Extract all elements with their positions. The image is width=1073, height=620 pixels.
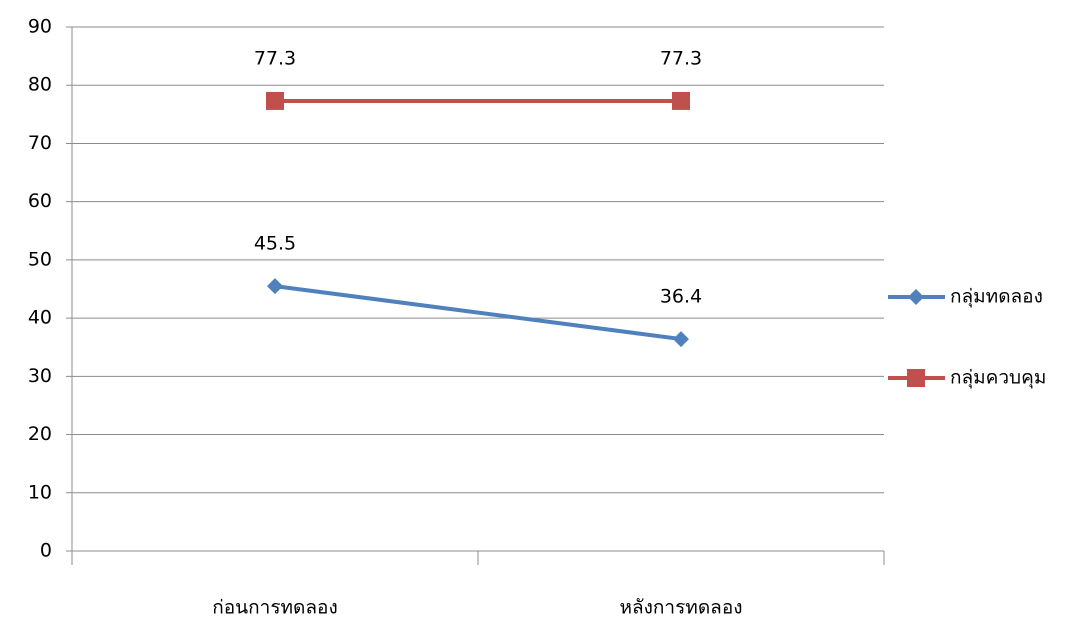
y-tick-label: 10 xyxy=(28,481,52,503)
data-label: 45.5 xyxy=(254,233,296,255)
series-line xyxy=(274,284,682,342)
point xyxy=(267,278,283,295)
legend-label: กลุ่มควบคุม xyxy=(950,367,1046,390)
point xyxy=(266,91,284,110)
data-label: 36.4 xyxy=(660,286,702,308)
y-tick-label: 70 xyxy=(28,132,52,154)
y-tick-label: 20 xyxy=(28,423,52,445)
legend-label: กลุ่มทดลอง xyxy=(950,286,1043,309)
data-label: 77.3 xyxy=(254,47,296,69)
y-tick-label: 0 xyxy=(40,540,52,562)
y-tick-label: 60 xyxy=(28,190,52,212)
y-tick-label: 30 xyxy=(28,365,52,387)
point xyxy=(673,331,689,348)
x-tick-label: หลังการทดลอง xyxy=(619,597,742,619)
y-tick-label: 40 xyxy=(28,307,52,329)
y-tick-label: 90 xyxy=(28,16,52,38)
y-tick-label: 80 xyxy=(28,74,52,96)
point xyxy=(672,91,690,110)
y-tick-label: 50 xyxy=(28,248,52,270)
x-tick-label: ก่อนการทดลอง xyxy=(212,597,337,619)
legend-marker xyxy=(907,369,925,387)
data-label: 77.3 xyxy=(660,47,702,69)
legend-marker xyxy=(908,289,924,305)
